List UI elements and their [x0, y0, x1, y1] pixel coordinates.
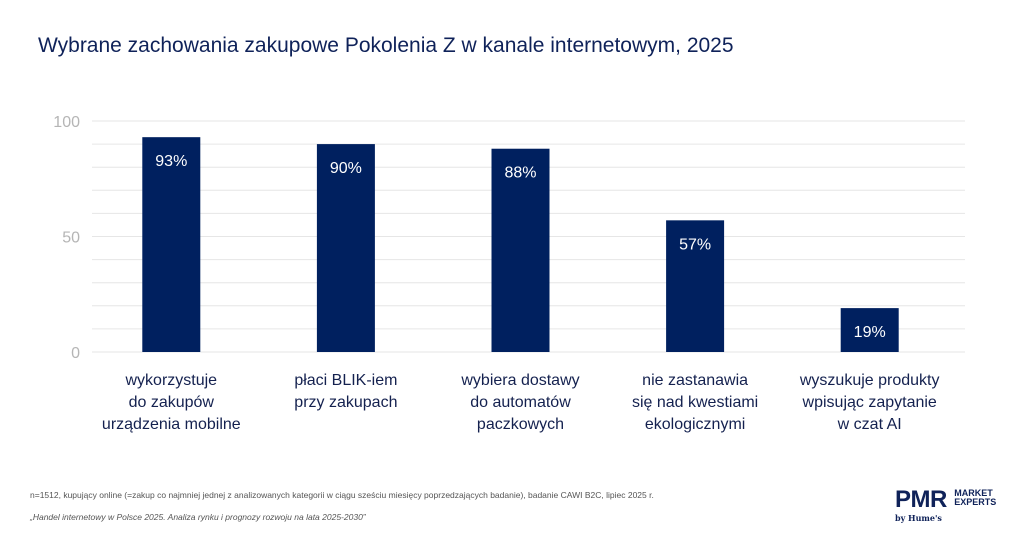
bar: [666, 220, 725, 352]
data-label: 57%: [679, 236, 711, 253]
bar: [142, 137, 201, 352]
pmr-logo: PMR MARKET EXPERTS by Hume's: [895, 486, 997, 524]
x-category-label: wybiera dostawy do automatów paczkowych: [461, 372, 580, 433]
source-note: „Handel internetowy w Polsce 2025. Anali…: [30, 512, 366, 522]
chart-title: Wybrane zachowania zakupowe Pokolenia Z …: [38, 34, 734, 57]
x-category-label: płaci BLIK-iem przy zakupach: [294, 372, 398, 411]
data-label: 88%: [504, 165, 536, 182]
y-tick-label: 50: [62, 230, 80, 247]
footnote: n=1512, kupujący online (=zakup co najmn…: [30, 490, 654, 500]
logo-main: PMR: [895, 486, 947, 513]
logo-by: by Hume's: [895, 513, 942, 523]
bar: [316, 144, 375, 352]
data-label: 19%: [854, 324, 886, 341]
logo-line1: MARKET: [954, 488, 993, 498]
y-tick-label: 100: [53, 114, 80, 131]
bar: [840, 308, 899, 352]
x-category-label: wyszukuje produkty wpisując zapytanie w …: [799, 372, 940, 433]
bar: [491, 148, 550, 352]
y-tick-label: 0: [71, 345, 80, 362]
x-category-label: nie zastanawia się nad kwestiami ekologi…: [631, 372, 759, 433]
x-category-label: wykorzystuje do zakupów urządzenia mobil…: [101, 372, 241, 433]
logo-line2: EXPERTS: [954, 497, 997, 507]
data-label: 93%: [155, 153, 187, 170]
data-label: 90%: [330, 160, 362, 177]
